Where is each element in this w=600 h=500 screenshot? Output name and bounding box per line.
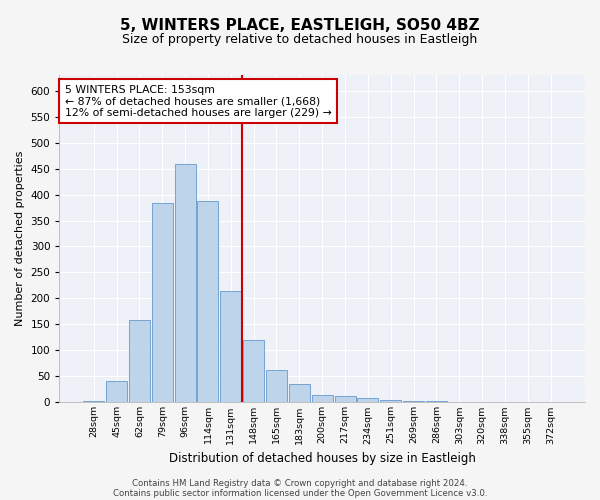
Text: Contains public sector information licensed under the Open Government Licence v3: Contains public sector information licen… bbox=[113, 488, 487, 498]
Text: 5, WINTERS PLACE, EASTLEIGH, SO50 4BZ: 5, WINTERS PLACE, EASTLEIGH, SO50 4BZ bbox=[120, 18, 480, 32]
X-axis label: Distribution of detached houses by size in Eastleigh: Distribution of detached houses by size … bbox=[169, 452, 476, 465]
Bar bbox=[152, 204, 173, 402]
Y-axis label: Number of detached properties: Number of detached properties bbox=[15, 151, 25, 326]
Bar bbox=[311, 395, 332, 402]
Bar bbox=[175, 164, 196, 402]
Bar bbox=[289, 384, 310, 402]
Bar bbox=[106, 380, 127, 402]
Text: 5 WINTERS PLACE: 153sqm
← 87% of detached houses are smaller (1,668)
12% of semi: 5 WINTERS PLACE: 153sqm ← 87% of detache… bbox=[65, 85, 331, 118]
Bar bbox=[129, 320, 150, 402]
Bar bbox=[243, 340, 264, 402]
Text: Size of property relative to detached houses in Eastleigh: Size of property relative to detached ho… bbox=[122, 32, 478, 46]
Bar bbox=[358, 398, 379, 402]
Bar bbox=[380, 400, 401, 402]
Bar bbox=[403, 401, 424, 402]
Bar bbox=[266, 370, 287, 402]
Bar bbox=[335, 396, 356, 402]
Bar bbox=[197, 201, 218, 402]
Bar bbox=[220, 290, 241, 403]
Text: Contains HM Land Registry data © Crown copyright and database right 2024.: Contains HM Land Registry data © Crown c… bbox=[132, 478, 468, 488]
